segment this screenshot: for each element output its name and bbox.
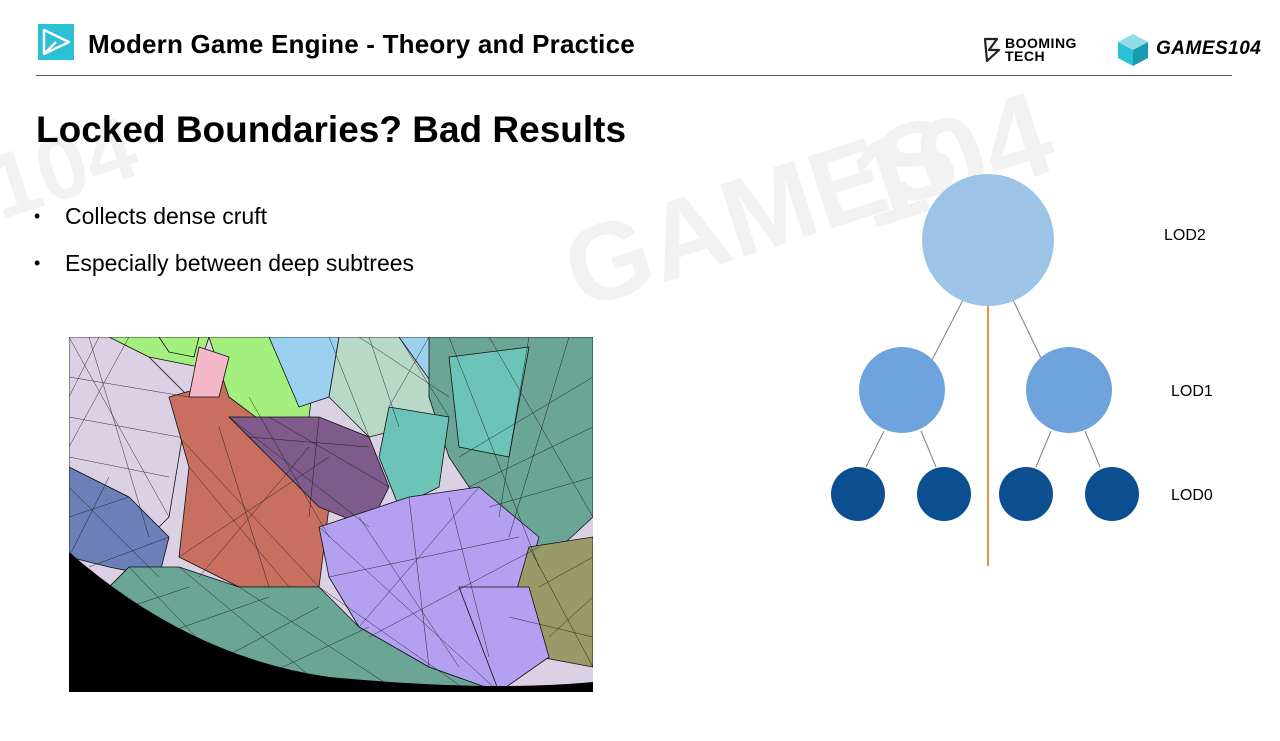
tree-edge [920,430,937,468]
bullet-marker: • [34,253,41,273]
lod0-node [999,467,1053,521]
tree-edge [865,430,885,468]
bullet-item: • Collects dense cruft [34,203,414,250]
lod1-label: LOD1 [1171,383,1213,400]
booming-tech-logo-icon [983,36,1003,69]
lod0-label: LOD0 [1171,487,1213,504]
bullet-text: Especially between deep subtrees [65,250,415,276]
header-divider [36,75,1232,76]
lod0-node [917,467,971,521]
course-logo-icon [38,24,74,65]
booming-tech-logo-text: BOOMING TECH [1005,35,1077,64]
booming-line-2: TECH [1005,48,1046,64]
mesh-svg [69,337,593,692]
games104-cube-icon [1116,32,1150,73]
lod-tree-diagram: LOD2 LOD1 LOD0 [831,174,1213,566]
lod1-node-left [859,347,945,433]
booming-line-1: BOOMING [1005,35,1077,51]
lod0-node [1085,467,1139,521]
bullet-marker: • [34,206,41,226]
bullet-list: • Collects dense cruft • Especially betw… [34,203,414,297]
tree-edge [1012,299,1043,361]
slide-title: Locked Boundaries? Bad Results [36,109,627,150]
lod2-node [922,174,1054,306]
header-title: Modern Game Engine - Theory and Practice [88,29,635,59]
bullet-item: • Especially between deep subtrees [34,250,414,297]
games104-logo-text: GAMES104 [1156,38,1262,59]
tree-edge [1084,430,1101,468]
lod1-node-right [1026,347,1112,433]
tree-edge [931,299,964,361]
lod2-label: LOD2 [1164,227,1206,244]
tree-edge [1035,430,1052,468]
lod0-node [831,467,885,521]
bullet-text: Collects dense cruft [65,203,267,229]
mesh-cluster-image [69,337,593,692]
